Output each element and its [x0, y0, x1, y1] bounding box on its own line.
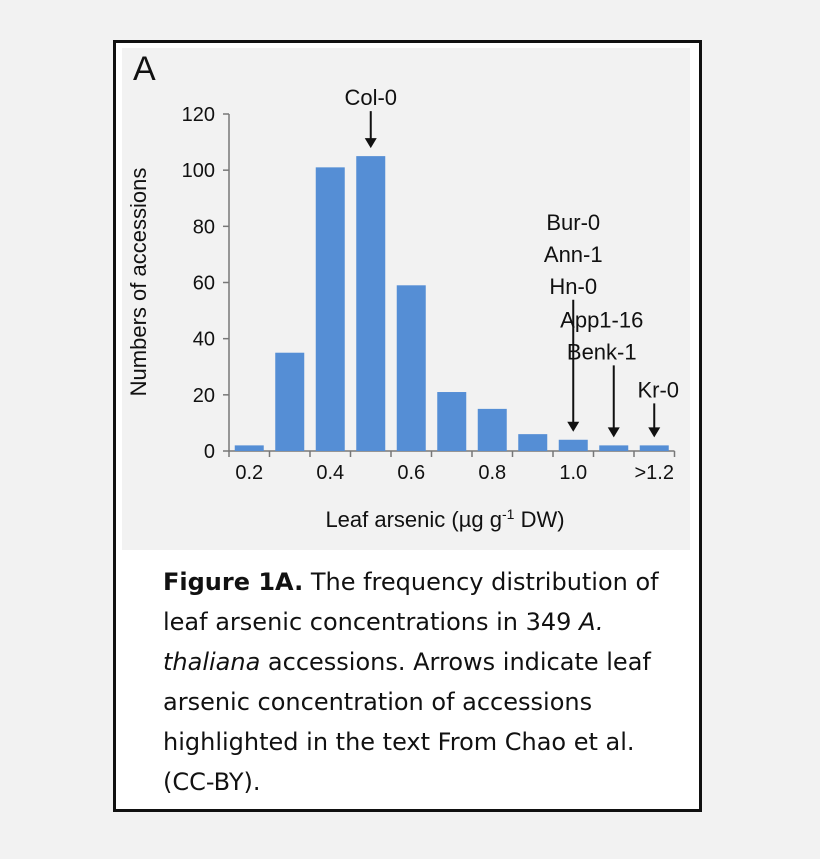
annotation-label: Ann-1	[544, 242, 603, 267]
y-tick-label: 0	[204, 441, 215, 463]
x-axis-label-prefix: Leaf arsenic (µg g	[325, 507, 502, 532]
bars	[234, 156, 669, 451]
figure-caption: Figure 1A. The frequency distribution of…	[163, 562, 683, 802]
bar-0.5	[356, 156, 386, 451]
bar-0.9	[518, 434, 548, 451]
x-tick-label: 0.8	[478, 462, 506, 484]
bar-0.8	[477, 408, 507, 451]
bar-0.6	[396, 285, 426, 451]
y-tick-label: 100	[182, 160, 215, 182]
y-tick-label: 60	[193, 273, 215, 295]
x-tick-label: 1.0	[559, 462, 587, 484]
x-tick-label: 0.6	[397, 462, 425, 484]
annotation-label: App1-16	[560, 307, 643, 332]
annotation-label: Benk-1	[567, 339, 637, 364]
x-tick-label: 0.2	[235, 462, 263, 484]
x-axis-label-suffix: DW)	[514, 507, 564, 532]
annotation-label: Kr-0	[637, 377, 679, 402]
axes: 0 20 40 60 80 100 120 0.2 0.4 0.6 0.8 1.0 >1.2	[182, 104, 676, 484]
x-tick-label: 0.4	[316, 462, 344, 484]
y-tick-label: 120	[182, 104, 215, 126]
caption-text-2: accessions. Arrows indicate leaf arsenic…	[163, 648, 651, 796]
bar-0.3	[275, 352, 305, 451]
bar-1.0	[558, 439, 588, 451]
panel-letter: A	[133, 50, 156, 88]
annotation-arrow-head	[364, 138, 377, 149]
annotation-arrow-head	[648, 427, 661, 438]
bar-0.4	[315, 167, 345, 451]
x-tick-label: >1.2	[635, 462, 674, 484]
bar-0.2	[234, 445, 264, 451]
annotation-label: Col-0	[344, 85, 397, 110]
y-tick-label: 20	[193, 385, 215, 407]
annotation-arrow-head	[607, 427, 620, 438]
annotation-label: Hn-0	[549, 274, 597, 299]
annotation-arrow-head	[567, 421, 580, 432]
annotations: Col-0 Bur-0 Ann-1 Hn-0 App1-16 Benk-1Kr-0	[344, 85, 679, 438]
y-tick-label: 40	[193, 329, 215, 351]
x-axis-label-superscript: -1	[502, 506, 515, 522]
bar->1.2	[639, 445, 669, 451]
annotation-label: Bur-0	[546, 210, 600, 235]
caption-bold-lead: Figure 1A.	[163, 568, 304, 596]
y-axis-label: Numbers of accessions	[126, 168, 151, 397]
caption-species: A. thaliana	[163, 608, 604, 676]
x-axis-label: Leaf arsenic (µg g-1 DW)	[325, 506, 564, 532]
bar-1.1	[599, 445, 629, 451]
y-tick-label: 80	[193, 216, 215, 238]
caption-text-1: The frequency distribution of leaf arsen…	[163, 568, 659, 636]
bar-0.7	[437, 392, 467, 451]
